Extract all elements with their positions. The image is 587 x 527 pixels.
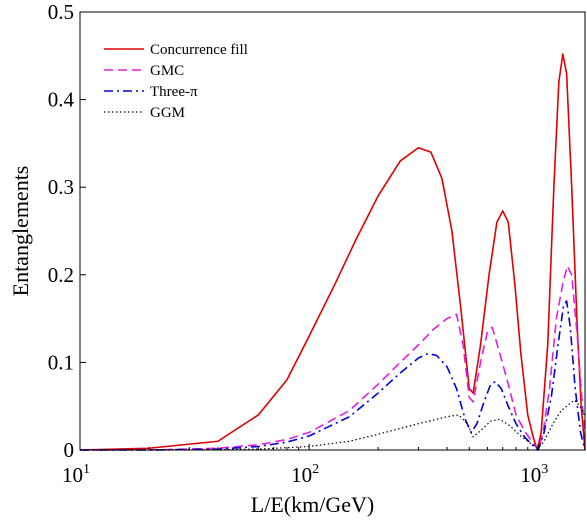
- series-line-4: [80, 399, 586, 451]
- y-tick-label: 0.3: [48, 175, 74, 199]
- series-line-3: [80, 300, 586, 451]
- series-line-1: [79, 53, 586, 451]
- series-line-2: [80, 265, 586, 451]
- y-tick-label: 0.1: [48, 350, 74, 374]
- x-tick-label: 102: [291, 462, 319, 487]
- axes-frame: [79, 11, 586, 451]
- x-axis: 101 102 103: [62, 444, 548, 487]
- legend-label: Three-π: [150, 84, 198, 100]
- x-axis-label: L/E(km/GeV): [251, 492, 374, 517]
- y-tick-label: 0.2: [48, 263, 74, 287]
- legend-label: Concurrence fill: [150, 42, 248, 58]
- legend-label: GMC: [150, 63, 184, 79]
- legend-label: GGM: [150, 105, 185, 121]
- y-tick-label: 0.4: [48, 88, 75, 112]
- y-tick-label: 0.5: [48, 0, 74, 24]
- legend: Concurrence fill GMC Three-π GGM: [104, 42, 248, 121]
- y-axis: 0 0.1 0.2 0.3 0.4 0.5: [48, 0, 86, 462]
- series-lines: [79, 53, 586, 451]
- x-tick-label: 103: [520, 462, 548, 487]
- y-axis-label: Entanglements: [8, 166, 33, 297]
- y-tick-label: 0: [64, 438, 75, 462]
- x-tick-label: 101: [62, 462, 90, 487]
